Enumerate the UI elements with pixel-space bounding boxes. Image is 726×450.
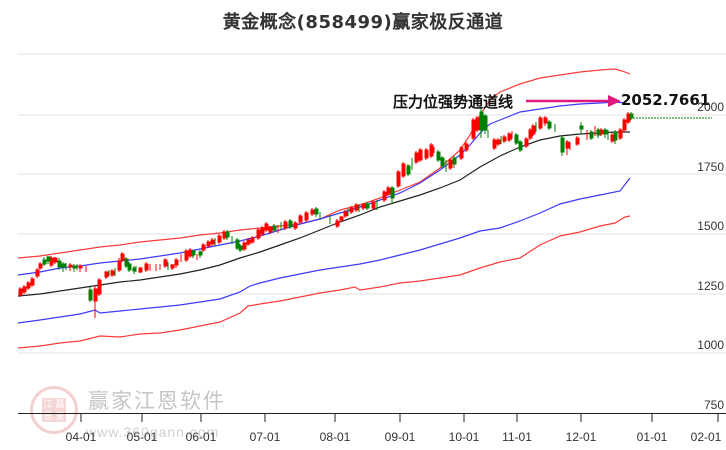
inner-upper-band	[17, 101, 626, 276]
x-tick-label: 08-01	[319, 430, 351, 444]
resistance-value: 2052.7661	[621, 91, 711, 109]
annotation-arrow-icon	[526, 95, 621, 107]
y-tick-label: 1250	[697, 279, 724, 293]
x-tick-label: 02-01	[690, 430, 722, 444]
y-tick-label: 2000	[697, 100, 724, 114]
x-tick-label: 09-01	[384, 430, 416, 444]
resistance-channel-label: 压力位强势通道线	[393, 93, 514, 111]
candlesticks	[18, 108, 634, 318]
y-tick-label: 1750	[697, 160, 724, 174]
watermark-seal-icon: 江 赢 恩 家	[30, 386, 78, 434]
x-tick-label: 12-01	[565, 430, 597, 444]
y-tick-label: 1500	[697, 219, 724, 233]
watermark-brand: 赢家江恩软件	[88, 389, 226, 413]
middle-line	[17, 131, 630, 297]
y-tick-label: 1000	[697, 338, 724, 352]
x-tick-label: 01-01	[636, 430, 668, 444]
x-axis	[18, 413, 726, 422]
outer-upper-band	[17, 68, 631, 259]
y-tick-label: 750	[703, 398, 724, 412]
x-tick-label: 10-01	[448, 430, 480, 444]
outer-lower-band	[17, 215, 631, 349]
x-tick-label: 04-01	[65, 430, 97, 444]
gridlines	[18, 53, 726, 354]
inner-lower-band	[17, 177, 631, 324]
x-tick-label: 06-01	[185, 430, 217, 444]
seal-char: 恩	[43, 411, 53, 421]
watermark-url: www.360gann.com	[86, 424, 220, 440]
chart-title: 黄金概念(858499)赢家极反通道	[222, 12, 504, 33]
seal-char: 家	[55, 411, 65, 421]
x-tick-label: 07-01	[249, 430, 281, 444]
x-tick-label: 11-01	[502, 430, 532, 444]
seal-char: 赢	[55, 399, 65, 409]
seal-char: 江	[43, 399, 53, 409]
x-tick-label: 05-01	[126, 430, 158, 444]
